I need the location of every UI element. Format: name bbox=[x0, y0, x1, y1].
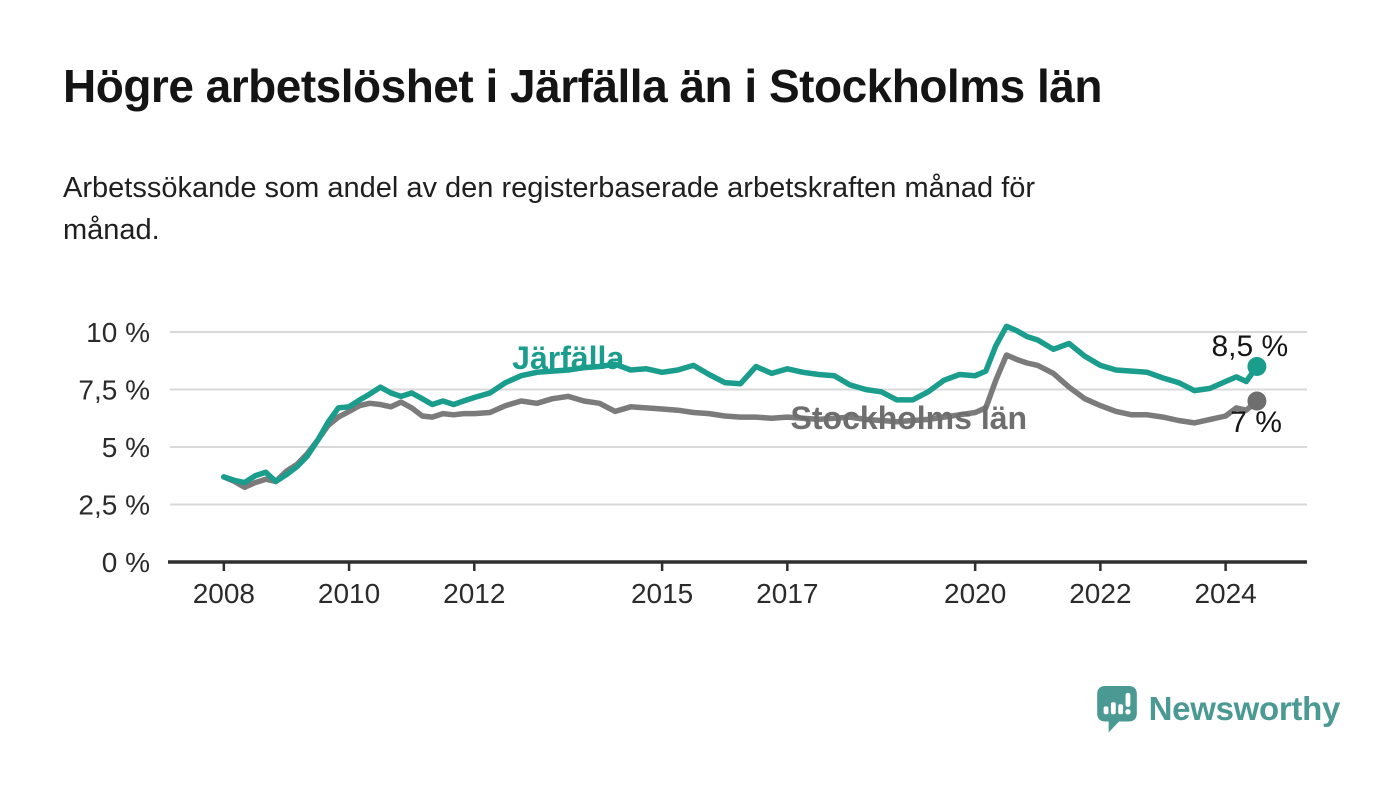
logo-bar-medium-icon bbox=[1110, 702, 1116, 715]
page-title: Högre arbetslöshet i Järfälla än i Stock… bbox=[63, 60, 1102, 112]
x-tick-label-2015: 2015 bbox=[631, 578, 693, 609]
y-tick-label-10: 10 % bbox=[86, 317, 150, 348]
y-tick-label-5: 5 % bbox=[102, 432, 150, 463]
logo-exclamation-bar-icon bbox=[1125, 692, 1130, 707]
logo-exclamation-dot-icon bbox=[1124, 709, 1131, 715]
annotation-j-rf-lla: Järfälla bbox=[512, 340, 624, 376]
brand-name: Newsworthy bbox=[1148, 690, 1341, 727]
y-tick-label-2.5: 2,5 % bbox=[78, 490, 150, 521]
y-tick-label-0: 0 % bbox=[102, 547, 150, 578]
logo-bar-large-icon bbox=[1117, 704, 1123, 715]
newsworthy-logo: Newsworthy bbox=[1096, 684, 1340, 734]
x-tick-label-2010: 2010 bbox=[318, 578, 380, 609]
annotation-8-5-: 8,5 % bbox=[1211, 330, 1288, 363]
x-tick-label-2017: 2017 bbox=[756, 578, 818, 609]
x-tick-label-2012: 2012 bbox=[443, 578, 505, 609]
series-end-dot-stockholms-l-n bbox=[1247, 391, 1267, 411]
logo-bar-small-icon bbox=[1103, 706, 1109, 715]
annotation-7-: 7 % bbox=[1230, 406, 1282, 439]
series-line-stockholms-l-n bbox=[221, 352, 1260, 491]
chart-description: Arbetssökande som andel av den registerb… bbox=[63, 167, 1035, 251]
speech-bubble-shape bbox=[1096, 686, 1137, 733]
x-tick-label-2022: 2022 bbox=[1069, 578, 1131, 609]
series-line-j-rf-lla bbox=[221, 323, 1260, 486]
chart-description-line-2: månad. bbox=[63, 214, 160, 246]
y-tick-label-7.5: 7,5 % bbox=[78, 375, 150, 406]
x-tick-label-2008: 2008 bbox=[193, 578, 255, 609]
x-tick-label-2024: 2024 bbox=[1194, 578, 1256, 609]
x-tick-label-2020: 2020 bbox=[944, 578, 1006, 609]
annotation-stockholms-l-n: Stockholms län bbox=[791, 400, 1028, 436]
series-end-dot-j-rf-lla bbox=[1247, 357, 1267, 376]
chart-description-line-1: Arbetssökande som andel av den registerb… bbox=[63, 172, 1036, 204]
newsworthy-logo-icon bbox=[1096, 686, 1137, 733]
